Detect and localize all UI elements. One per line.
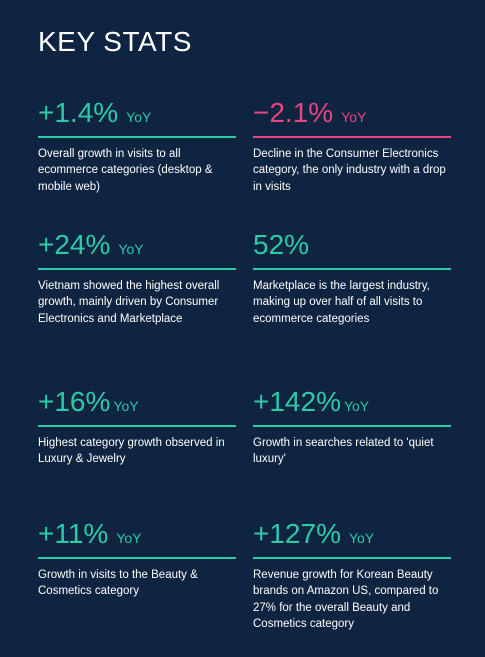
stat-divider <box>38 136 236 138</box>
stat-value: +142% <box>253 386 341 417</box>
stat-header: 52% <box>253 228 451 268</box>
stat-card-korean-beauty-revenue: +127% YoY Revenue growth for Korean Beau… <box>253 517 451 633</box>
stat-value: +1.4% <box>38 97 119 128</box>
stat-value: 52% <box>253 229 310 260</box>
stat-divider <box>38 557 236 559</box>
stat-divider <box>253 136 451 138</box>
stat-header: −2.1% YoY <box>253 96 451 136</box>
stat-value: +11% <box>38 518 109 549</box>
stat-header: +24% YoY <box>38 228 236 268</box>
stat-header: +142% YoY <box>253 385 451 425</box>
stat-divider <box>253 425 451 427</box>
stat-description: Growth in searches related to 'quiet lux… <box>253 436 434 466</box>
stat-card-overall-growth: +1.4% YoY Overall growth in visits to al… <box>38 96 236 195</box>
stat-divider <box>253 557 451 559</box>
stat-divider <box>253 268 451 270</box>
stat-unit: YoY <box>348 530 375 546</box>
stat-unit: YoY <box>126 109 152 125</box>
stat-description: Overall growth in visits to all ecommerc… <box>38 147 213 193</box>
stat-description: Decline in the Consumer Electronics cate… <box>253 147 446 193</box>
stat-description: Revenue growth for Korean Beauty brands … <box>253 568 439 631</box>
stat-description: Growth in visits to the Beauty & Cosmeti… <box>38 568 198 598</box>
stat-unit: YoY <box>116 530 142 546</box>
page-title: KEY STATS <box>38 26 192 57</box>
stat-card-luxury-growth: +16% YoY Highest category growth observe… <box>38 385 236 468</box>
stat-unit: YoY <box>118 241 144 257</box>
stat-value: −2.1% <box>253 97 334 128</box>
stat-card-quiet-luxury-searches: +142% YoY Growth in searches related to … <box>253 385 451 468</box>
stat-header: +11% YoY <box>38 517 236 557</box>
stat-unit: YoY <box>343 398 370 414</box>
stat-card-consumer-electronics-decline: −2.1% YoY Decline in the Consumer Electr… <box>253 96 451 195</box>
stat-divider <box>38 425 236 427</box>
stat-card-beauty-growth: +11% YoY Growth in visits to the Beauty … <box>38 517 236 600</box>
stat-card-marketplace-share: 52% Marketplace is the largest industry,… <box>253 228 451 327</box>
stat-description: Marketplace is the largest industry, mak… <box>253 279 430 325</box>
stat-card-vietnam-growth: +24% YoY Vietnam showed the highest over… <box>38 228 236 327</box>
stat-value: +127% <box>253 518 341 549</box>
stat-description: Vietnam showed the highest overall growt… <box>38 279 220 325</box>
stat-value: +24% <box>38 229 111 260</box>
stat-divider <box>38 268 236 270</box>
stat-value: +16% <box>38 386 111 417</box>
stat-unit: YoY <box>341 109 367 125</box>
stat-header: +16% YoY <box>38 385 236 425</box>
stat-header: +1.4% YoY <box>38 96 236 136</box>
stat-header: +127% YoY <box>253 517 451 557</box>
stat-description: Highest category growth observed in Luxu… <box>38 436 225 466</box>
stat-unit: YoY <box>113 398 139 414</box>
